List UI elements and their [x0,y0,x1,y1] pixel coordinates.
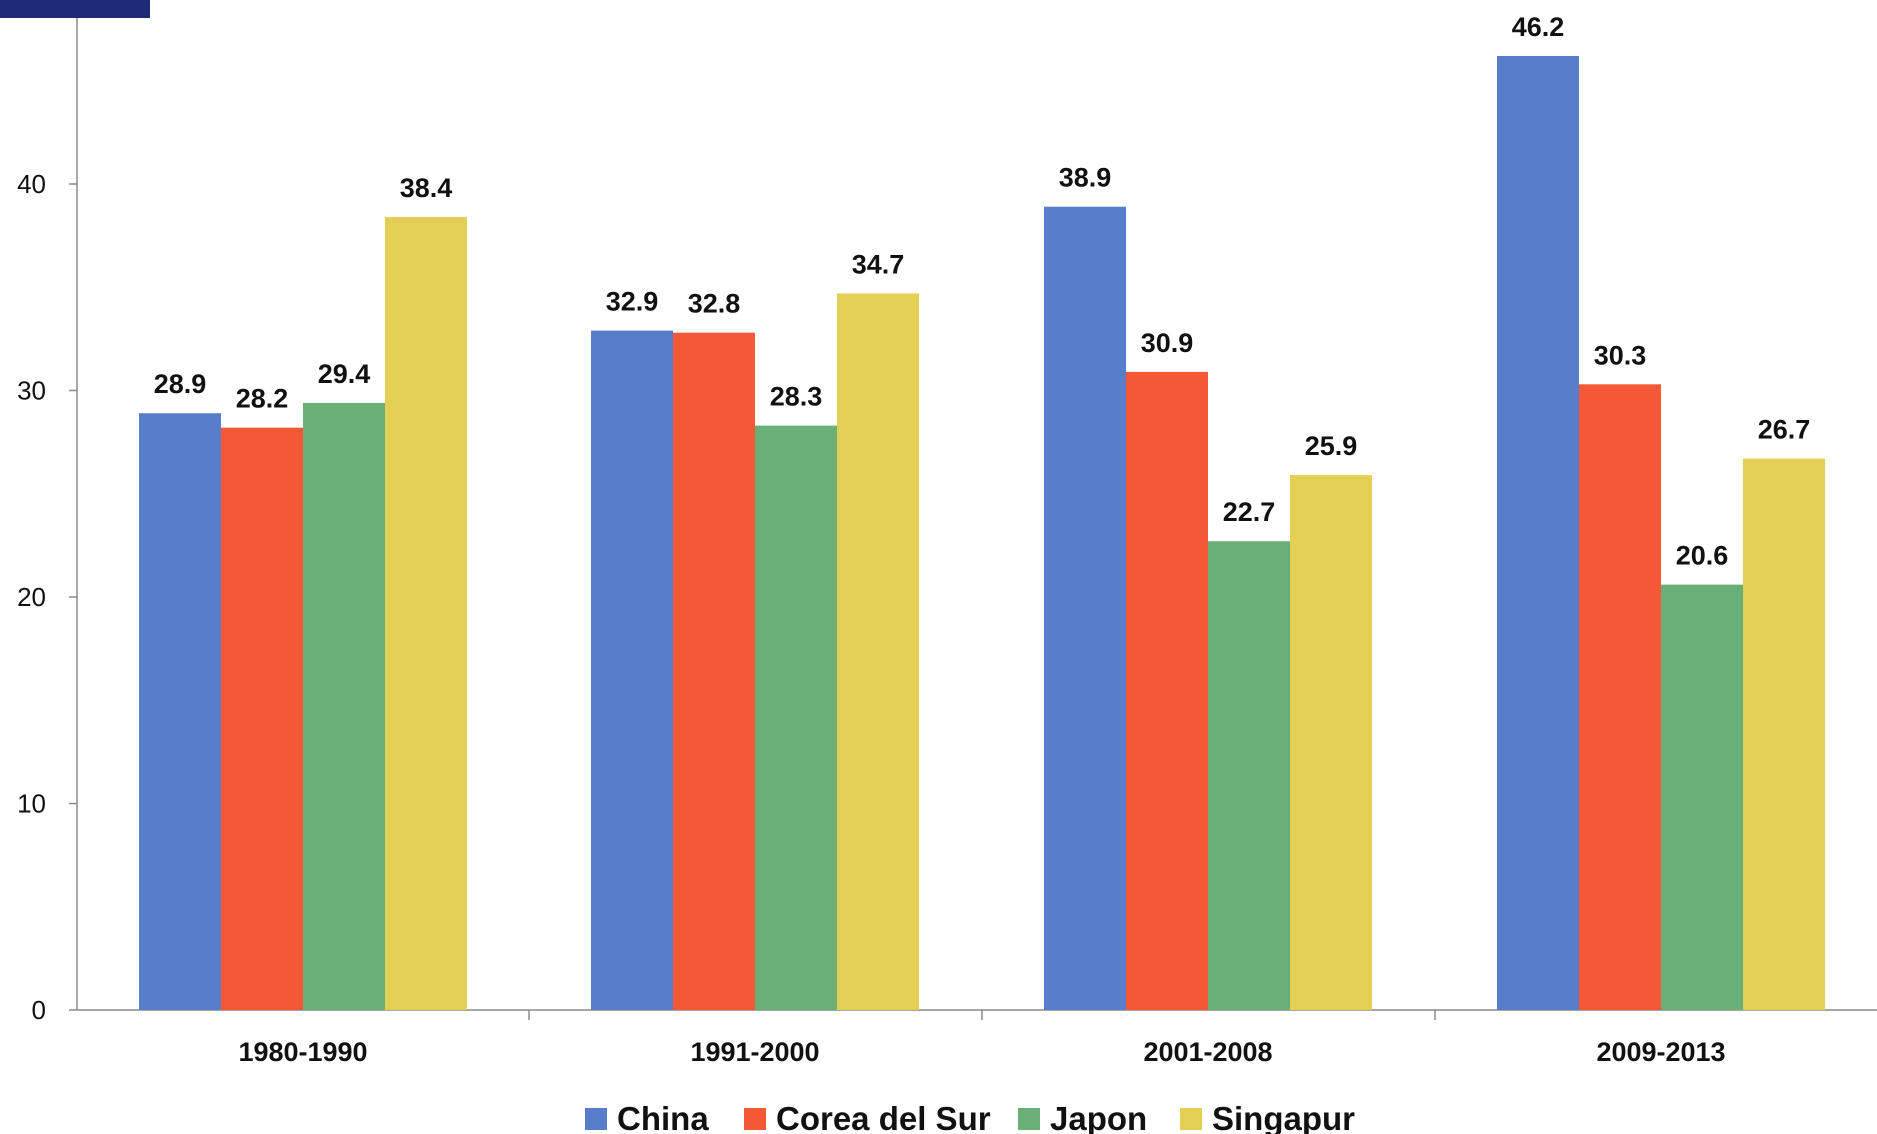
data-label: 38.9 [1059,163,1112,193]
legend-swatch [1018,1108,1040,1130]
bar [303,402,385,1010]
data-label: 22.7 [1223,497,1276,527]
legend-swatch [1180,1108,1202,1130]
bar [1290,475,1372,1010]
bar [591,330,673,1010]
data-label: 26.7 [1758,415,1811,445]
data-label: 32.8 [688,289,741,319]
x-category-label: 2009-2013 [1596,1037,1725,1067]
legend-label: Japon [1050,1100,1147,1134]
legend-label: Corea del Sur [776,1100,991,1134]
legend-label: Singapur [1212,1100,1355,1134]
data-label: 34.7 [852,249,905,279]
bar [837,293,919,1010]
data-label: 38.4 [400,173,453,203]
legend-swatch [744,1108,766,1130]
y-tick-label: 20 [17,582,46,612]
data-label: 46.2 [1512,12,1565,42]
bar [673,332,755,1010]
x-category-label: 1980-1990 [238,1037,367,1067]
bar [139,413,221,1011]
data-label: 32.9 [606,287,659,317]
bar [1661,584,1743,1010]
bar [1743,458,1825,1010]
bar [1044,206,1126,1011]
y-tick-label: 40 [17,169,46,199]
y-tick-label: 0 [32,995,46,1025]
data-label: 28.3 [770,382,823,412]
y-tick-label: 10 [17,789,46,819]
x-category-label: 1991-2000 [690,1037,819,1067]
data-label: 28.9 [154,369,207,399]
x-category-label: 2001-2008 [1143,1037,1272,1067]
legend-swatch [585,1108,607,1130]
bar [1126,371,1208,1010]
data-label: 30.9 [1141,328,1194,358]
logo-badge [0,0,150,18]
bar [1497,55,1579,1011]
data-label: 30.3 [1594,340,1647,370]
bar [755,425,837,1011]
y-tick-label: 30 [17,376,46,406]
bar [221,427,303,1010]
data-label: 28.2 [236,384,289,414]
legend-label: China [617,1100,709,1134]
data-label: 20.6 [1676,541,1729,571]
data-label: 25.9 [1305,431,1358,461]
bar [1208,541,1290,1010]
bar [385,217,467,1011]
data-label: 29.4 [318,359,371,389]
bar [1579,384,1661,1010]
